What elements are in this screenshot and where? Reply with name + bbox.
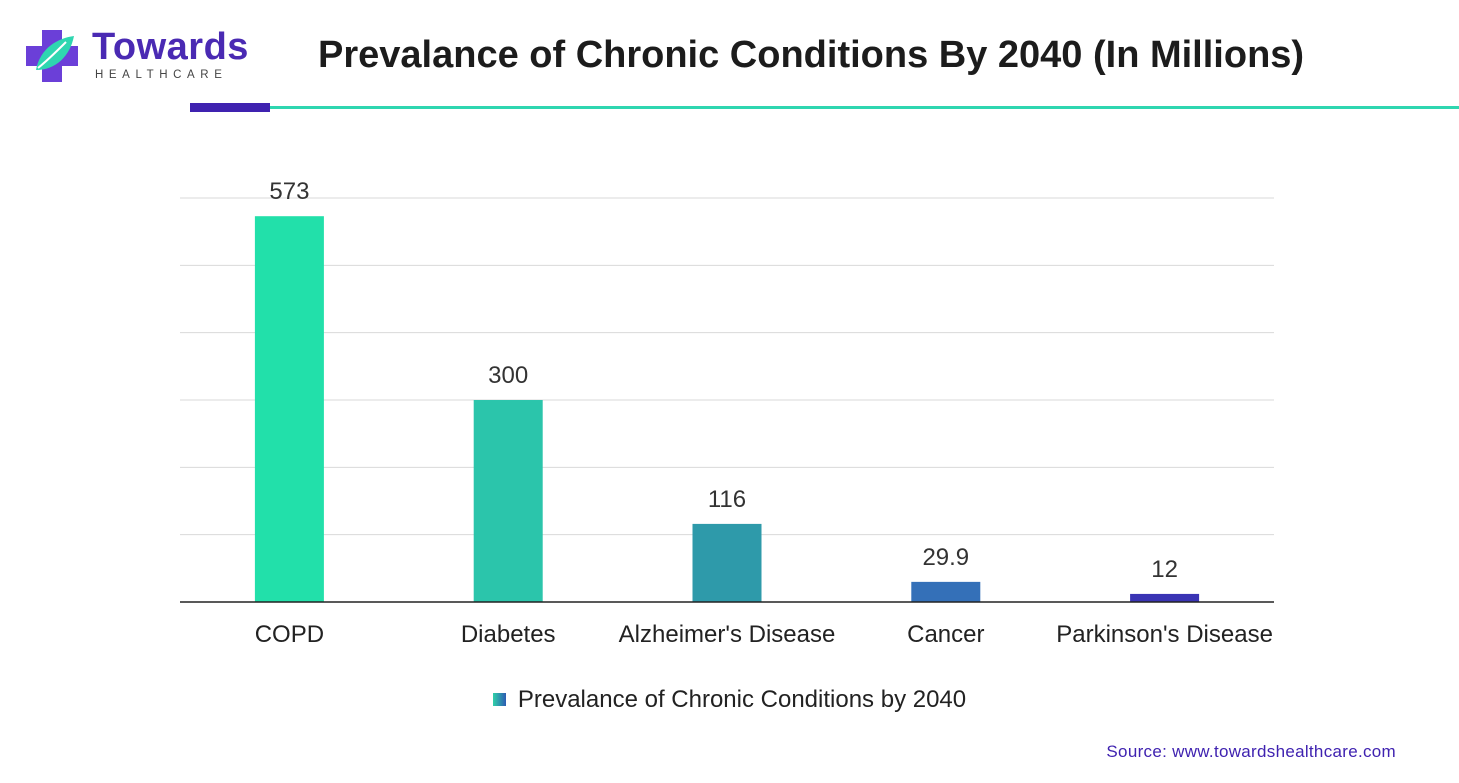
legend-swatch [492,693,506,706]
data-label: 573 [269,178,309,205]
data-label: 300 [488,362,528,389]
bar-parkinson-s-disease [1130,593,1200,602]
bar-alzheimer-s-disease [692,523,762,602]
data-label: 116 [708,486,746,513]
brand-logo: Towards HEALTHCARE [22,24,248,88]
bar-diabetes [473,400,543,602]
brand-name: Towards [92,26,249,68]
x-tick-label: Alzheimer's Disease [619,621,836,648]
bar-copd [254,216,324,602]
page-title: Prevalance of Chronic Conditions By 2040… [318,34,1305,76]
medical-cross-leaf-icon [26,30,78,82]
x-tick-label: Diabetes [461,621,556,648]
data-label: 12 [1151,556,1178,583]
header-divider [270,106,1459,109]
source-note: Source: www.towardshealthcare.com [1106,742,1396,761]
chart-legend: Prevalance of Chronic Conditions by 2040 [0,686,1459,714]
x-tick-label: Parkinson's Disease [1056,621,1273,648]
bar-cancer [911,581,981,602]
legend-label: Prevalance of Chronic Conditions by 2040 [517,686,967,713]
data-label: 29.9 [922,544,969,571]
x-tick-label: Cancer [907,621,984,648]
bar-chart: 573 COPD 300 Diabetes 116 Alzheimer's Disease… [180,178,1274,648]
header-divider-accent [190,103,270,112]
brand-tagline: HEALTHCARE [95,69,228,81]
x-tick-label: COPD [255,621,324,648]
